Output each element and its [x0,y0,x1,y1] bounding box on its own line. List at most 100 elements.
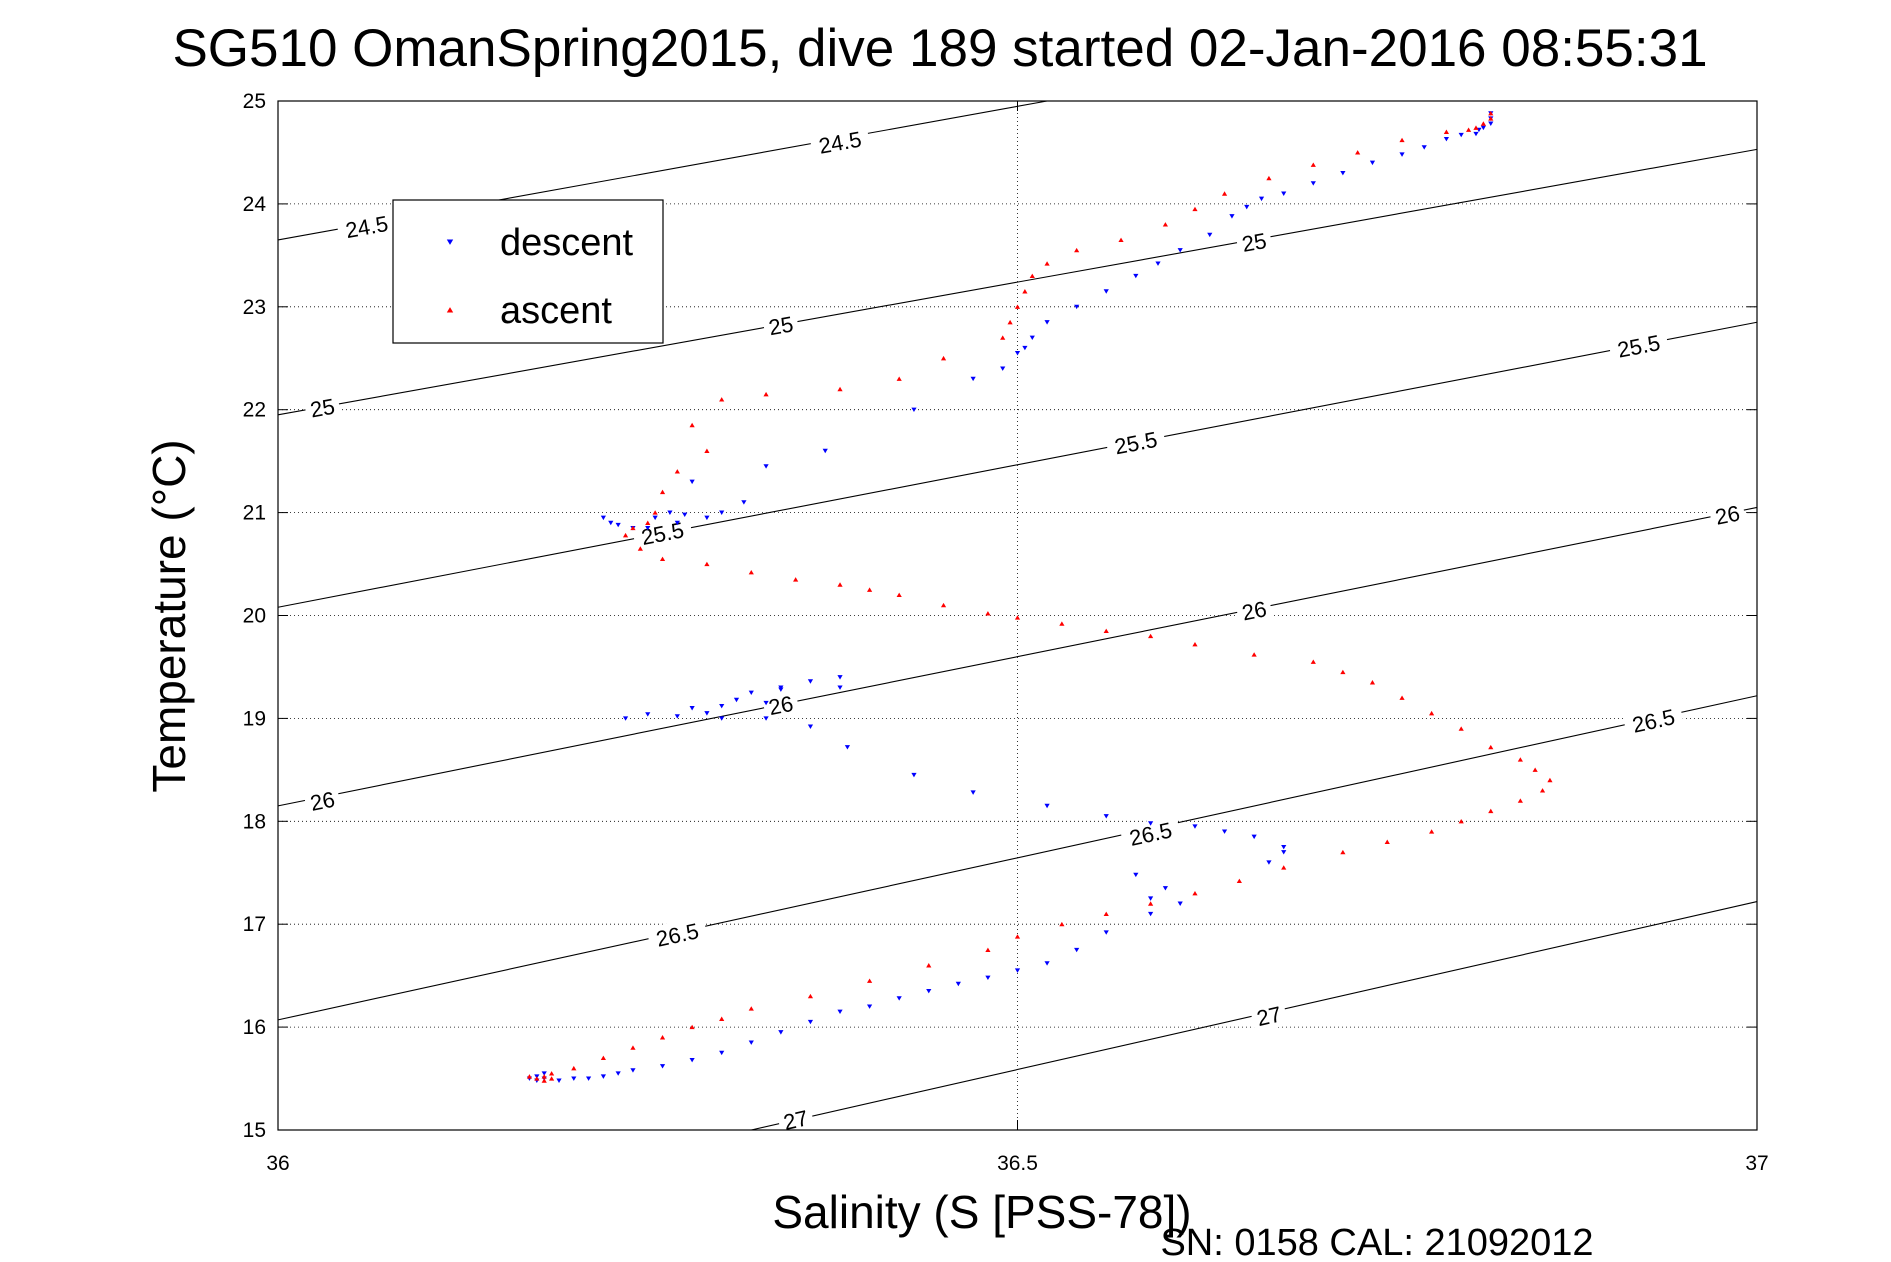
legend-label-ascent: ascent [500,290,612,332]
data-point-descent [1251,834,1257,840]
data-point-ascent [1488,116,1494,121]
data-point-descent [689,706,695,711]
data-point-descent [1480,125,1486,131]
data-point-descent [1221,829,1228,834]
data-point-ascent [896,376,902,381]
data-point-ascent [622,532,629,538]
data-point-ascent [1443,129,1450,134]
data-point-ascent [630,1045,636,1050]
data-point-ascent [807,993,814,999]
data-point-ascent [659,489,666,495]
data-point-ascent [940,355,947,361]
data-point-ascent [1340,849,1346,855]
legend: descent ascent [392,199,664,344]
calibration-footer: SN: 0158 CAL: 21092012 [1160,1222,1593,1262]
contour-label: 26 [1240,596,1269,625]
data-point-descent [645,525,651,531]
data-point-descent [1177,901,1183,906]
data-point-ascent [659,556,666,561]
y-tick-label: 15 [243,1119,266,1142]
data-point-descent [615,522,621,528]
data-point-descent [704,515,710,521]
density-contour-line [277,321,1758,608]
y-axis-label: Temperature (°C) [143,439,195,792]
data-point-ascent [1340,669,1346,675]
data-point-ascent [1074,247,1080,253]
data-point-descent [622,716,629,721]
data-point-ascent [1148,633,1154,639]
data-point-descent [970,790,976,795]
data-point-descent [1281,850,1287,855]
data-point-descent [1044,803,1050,809]
data-point-descent [807,679,814,684]
data-point-ascent [704,561,710,567]
data-point-descent [807,1019,814,1025]
data-point-ascent [1458,726,1464,731]
data-point-descent [1443,136,1450,142]
data-point-ascent [674,469,680,474]
contour-label: 25 [767,311,796,340]
contour-label-background [809,124,871,161]
density-contour-line [277,695,1758,1021]
data-point-descent [1399,152,1405,157]
data-point-descent [1244,204,1250,210]
data-point-ascent [1355,150,1361,155]
data-point-descent [911,407,917,413]
data-point-ascent [867,978,873,983]
data-point-descent [1207,232,1213,238]
data-point-ascent [1429,710,1435,716]
data-point-descent [1369,160,1376,166]
data-point-ascent [837,386,843,392]
data-point-descent [1458,132,1464,138]
data-point-descent [1074,304,1080,310]
x-tick-label: 37 [1745,1152,1768,1175]
data-point-ascent [1517,798,1523,803]
data-point-descent [652,515,658,521]
contour-label-background [776,1103,816,1137]
data-point-descent [1281,844,1287,850]
data-point-descent [844,745,851,750]
contour-label-background [646,915,709,954]
data-point-ascent [1281,865,1287,870]
data-point-ascent [1192,641,1198,647]
data-point-ascent [652,510,658,515]
legend-label-descent: descent [500,222,634,264]
data-point-ascent [549,1071,555,1076]
data-point-ascent [1236,878,1242,884]
data-point-ascent [689,422,695,428]
data-point-descent [1473,131,1479,137]
data-point-descent [1074,947,1080,953]
data-point-descent [1148,911,1154,917]
data-point-descent [704,711,710,716]
y-tick-label: 20 [243,605,266,628]
data-point-descent [741,500,747,505]
data-point-ascent [549,1076,555,1081]
data-point-descent [822,448,828,454]
data-point-descent [763,716,769,721]
data-point-ascent [940,602,947,608]
data-point-descent [1029,335,1035,341]
data-point-ascent [1488,744,1494,750]
data-point-ascent [1148,901,1154,906]
y-tick-label: 16 [243,1016,266,1039]
data-point-descent [748,1040,754,1045]
data-point-ascent [1000,335,1006,340]
data-point-descent [867,1004,873,1009]
data-point-ascent [1369,680,1376,685]
data-point-ascent [926,963,932,968]
data-point-descent [733,697,740,703]
data-point-descent [556,1078,562,1083]
data-point-descent [778,1030,784,1035]
data-point-descent [1258,196,1265,202]
contour-label-background [1622,701,1685,740]
data-point-ascent [1384,839,1390,844]
data-point-ascent [600,1055,606,1061]
data-point-ascent [571,1065,577,1071]
data-point-ascent [637,546,643,551]
contour-label-background [1235,226,1274,258]
data-point-descent [719,703,725,709]
contour-label-background [761,688,801,722]
data-point-ascent [526,1074,533,1079]
y-tick-label: 19 [243,707,266,730]
data-point-ascent [1458,818,1464,824]
